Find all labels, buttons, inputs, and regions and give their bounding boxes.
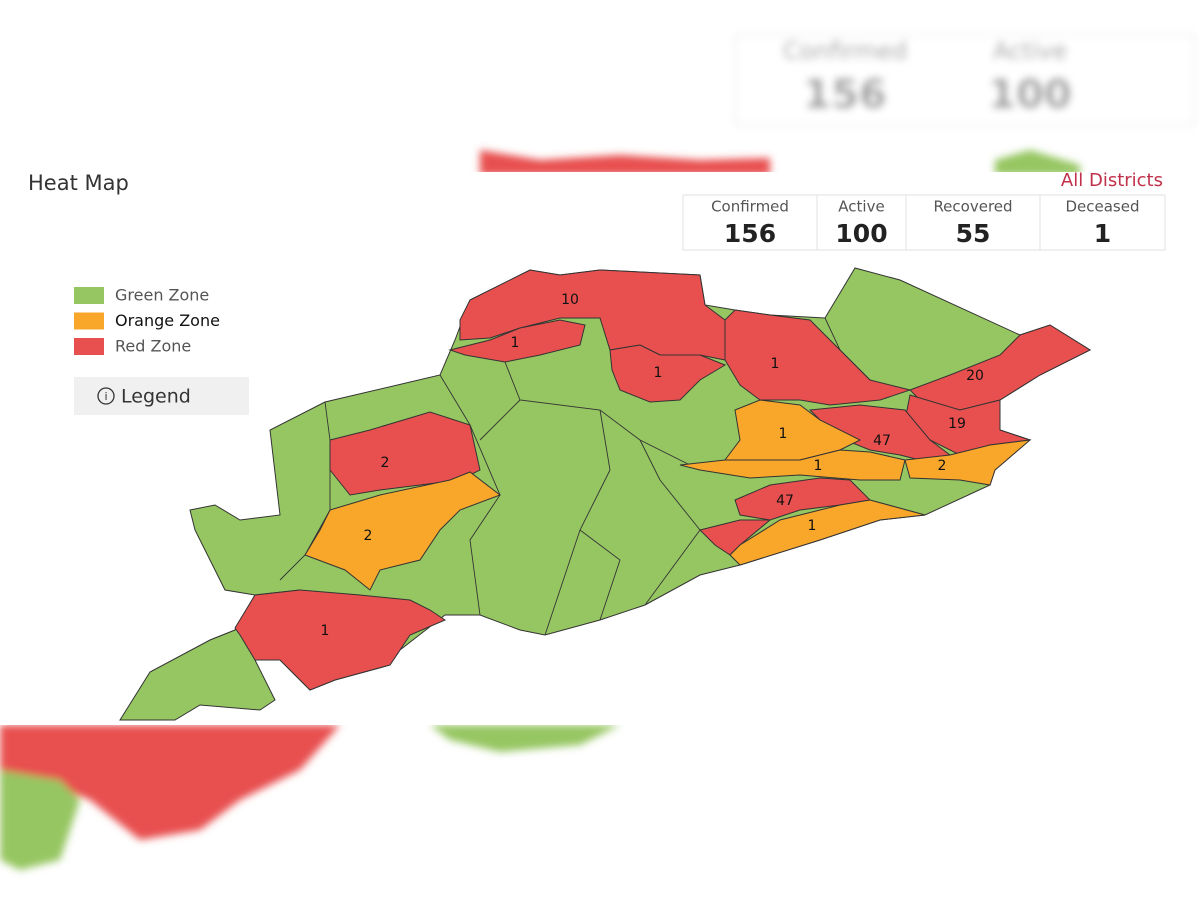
district-count: 1	[779, 426, 788, 442]
legend-label: Green Zone	[115, 286, 209, 305]
backdrop-shape	[0, 770, 80, 870]
map: 10 1 1 1 20 19 47 1 1 2 47 1 2 2 1	[119, 267, 1092, 721]
district-area	[904, 439, 1032, 486]
stat-value: 55	[956, 219, 991, 248]
stat-label: Confirmed	[711, 198, 789, 216]
stat-value: 100	[835, 219, 887, 248]
district-count: 2	[364, 528, 373, 544]
stats-box	[682, 194, 1166, 251]
district-count: 2	[381, 455, 390, 471]
stat-label: Active	[838, 198, 884, 216]
district-count: 1	[814, 458, 823, 474]
district-border	[579, 529, 621, 621]
backdrop-shape	[480, 150, 770, 175]
legend-swatch	[74, 338, 104, 355]
blurred-backdrop: Confirmed 156 Active 100	[0, 34, 1196, 870]
district-area	[304, 471, 502, 591]
district-area	[234, 589, 447, 691]
district-area	[679, 449, 906, 481]
district-count: 19	[948, 416, 966, 432]
legend-label: Red Zone	[115, 337, 191, 356]
backdrop-box	[734, 34, 1196, 126]
legend-swatch	[74, 312, 104, 330]
district-count: 47	[873, 433, 891, 449]
district-count: 20	[966, 368, 984, 384]
legend-button-label[interactable]: Legend	[121, 386, 191, 408]
legend-swatch	[74, 287, 104, 304]
backdrop-stat-value: 156	[803, 72, 887, 118]
district-count: 10	[561, 292, 579, 308]
district-count: 1	[511, 335, 520, 351]
stat-label: Deceased	[1065, 198, 1139, 216]
info-icon	[97, 387, 115, 405]
backdrop-stat-value: 100	[988, 72, 1072, 118]
legend-label: Orange Zone	[115, 311, 220, 330]
backdrop-stat-label: Active	[993, 37, 1067, 65]
district-count: 1	[321, 623, 330, 639]
info-icon-glyph: i	[104, 390, 107, 403]
district-count: 1	[771, 356, 780, 372]
district-area	[448, 319, 586, 363]
district-count: 1	[808, 518, 817, 534]
stat-value: 1	[1094, 219, 1111, 248]
district-border	[544, 409, 611, 636]
stat-label: Recovered	[933, 198, 1012, 216]
backdrop-stat-label: Confirmed	[783, 37, 908, 65]
district-area	[729, 499, 926, 566]
panel-title: Heat Map	[28, 171, 129, 195]
district-border	[639, 439, 701, 606]
stat-value: 156	[724, 219, 776, 248]
all-districts-link[interactable]: All Districts	[1061, 170, 1163, 191]
district-count: 2	[938, 458, 947, 474]
district-border	[209, 629, 236, 641]
district-border	[479, 399, 521, 441]
legend-button[interactable]	[74, 377, 249, 415]
district-count: 47	[776, 493, 794, 509]
district-count: 1	[654, 365, 663, 381]
district-area	[609, 344, 727, 403]
backdrop-shape	[0, 725, 340, 840]
backdrop-shape	[430, 725, 620, 752]
backdrop-shape	[995, 150, 1080, 175]
district-area	[724, 309, 912, 406]
